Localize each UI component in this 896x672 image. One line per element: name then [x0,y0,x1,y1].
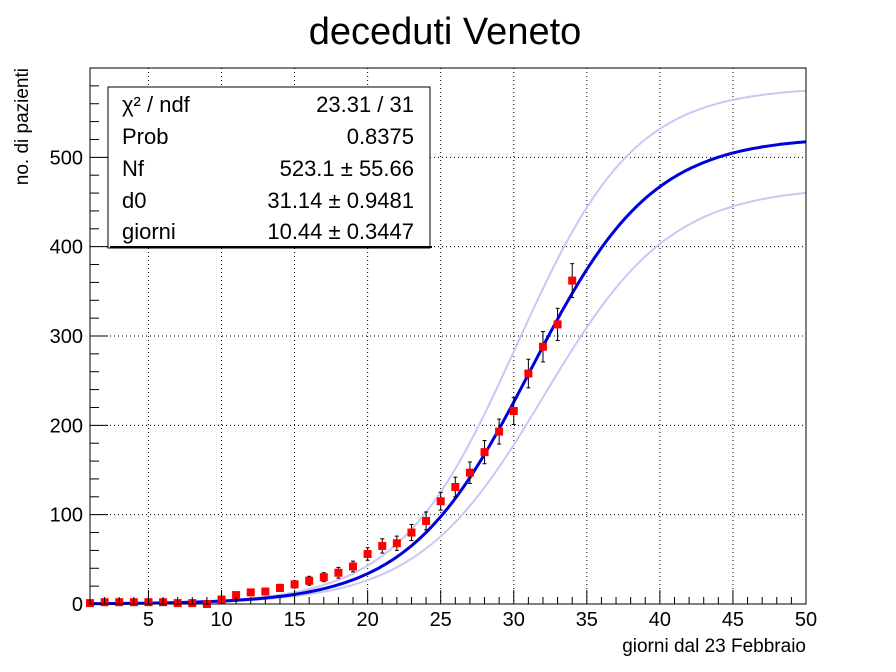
chart-title: deceduti Veneto [309,11,582,53]
data-point [568,276,577,285]
stats-label-prob: Prob [122,124,168,149]
y-tick-label: 500 [50,147,83,169]
x-tick-label: 50 [795,609,817,631]
data-point [378,541,387,550]
data-point [436,497,445,506]
data-point [349,562,358,571]
data-point [261,587,270,596]
data-point [451,482,460,491]
data-point [246,588,255,597]
data-points [86,276,577,608]
x-tick-label: 10 [210,609,232,631]
y-tick-label: 200 [50,415,83,437]
data-point [275,583,284,592]
data-point [465,468,474,477]
stats-value-prob: 0.8375 [347,124,414,149]
data-point [334,568,343,577]
stats-label-nf: Nf [122,156,145,181]
data-point [407,528,416,537]
x-tick-label: 5 [143,609,154,631]
stats-box: χ² / ndf 23.31 / 31 Prob 0.8375 Nf 523.1… [107,86,432,249]
stats-label-chi2: χ² / ndf [122,92,191,117]
stats-value-giorni: 10.44 ± 0.3447 [267,219,414,244]
x-tick-label: 40 [649,609,671,631]
data-point [422,516,431,525]
data-point [538,342,547,351]
data-point [319,573,328,582]
grid [90,68,806,604]
y-tick-label: 0 [72,594,83,616]
data-point [290,580,299,589]
y-tick-label: 400 [50,237,83,259]
x-tick-label: 35 [576,609,598,631]
stats-label-d0: d0 [122,188,146,213]
stats-value-d0: 31.14 ± 0.9481 [267,188,414,213]
data-point [524,369,533,378]
x-tick-label: 30 [503,609,525,631]
x-tick-label: 25 [430,609,452,631]
stats-box-frame [107,86,431,249]
stats-box-shadow [110,246,432,248]
x-axis-label: giorni dal 23 Febbraio [622,636,806,657]
x-tick-label: 45 [722,609,744,631]
x-tick-label: 20 [357,609,379,631]
data-point [509,407,518,416]
data-point [232,591,241,600]
x-ticks: 5 10 15 20 25 30 35 40 45 50 [89,590,817,631]
y-tick-label: 100 [50,505,83,527]
stats-value-nf: 523.1 ± 55.66 [280,156,414,181]
data-point [392,539,401,548]
x-tick-label: 15 [283,609,305,631]
y-axis-label: no. di pazienti [12,68,33,185]
stats-label-giorni: giorni [122,219,176,244]
data-point [363,549,372,558]
y-tick-label: 300 [50,326,83,348]
stats-value-chi2: 23.31 / 31 [316,92,414,117]
y-ticks: 0 100 200 300 400 500 [50,85,108,616]
fit-band-lower [90,191,807,605]
data-point [495,427,504,436]
data-point [553,320,562,329]
data-point [305,576,314,585]
data-point [480,448,489,457]
